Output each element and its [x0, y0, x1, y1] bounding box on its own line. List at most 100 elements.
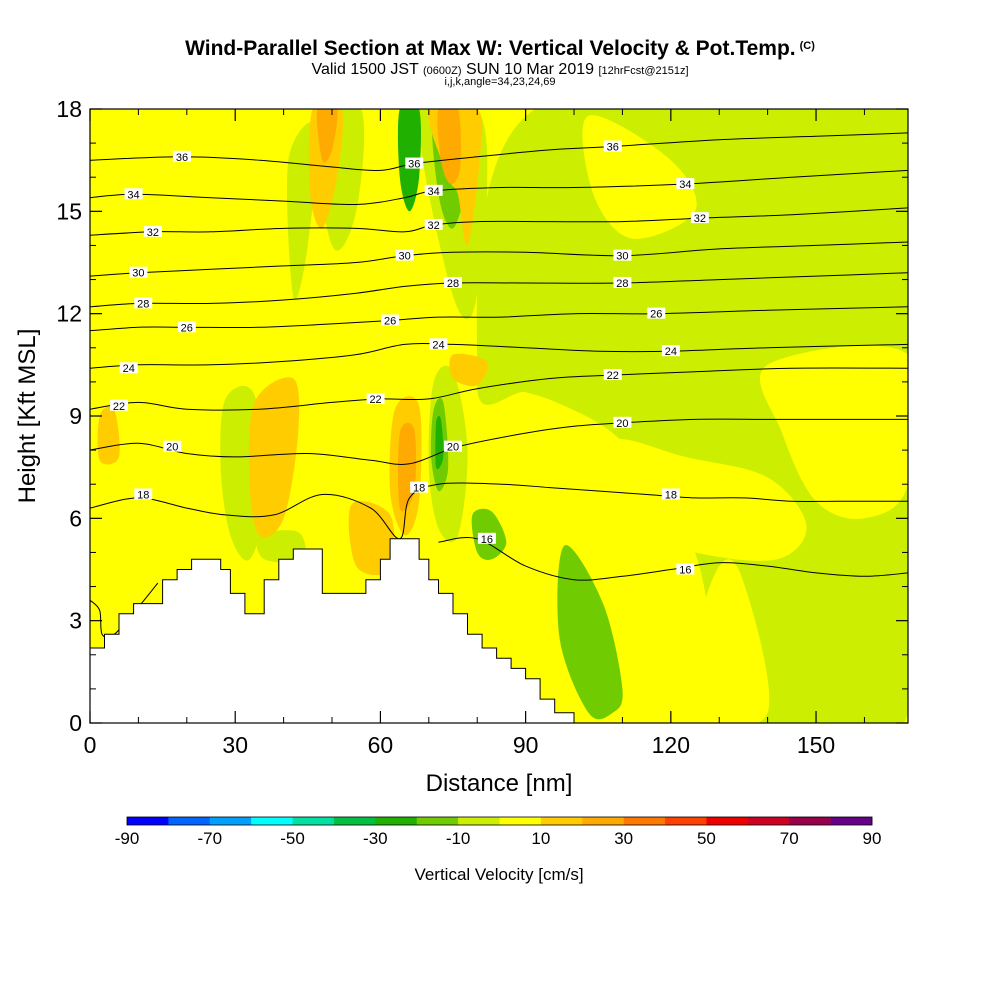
w-region-21	[248, 377, 300, 538]
colorbar-tick-label: 90	[863, 829, 882, 848]
colorbar-swatch	[747, 817, 790, 825]
x-tick-label: 90	[513, 732, 539, 758]
colorbar-swatch	[333, 817, 376, 825]
x-tick-label: 150	[797, 732, 835, 758]
colorbar-swatch	[209, 817, 252, 825]
x-axis-label: Distance [nm]	[426, 770, 573, 797]
colorbar-frame	[126, 816, 873, 826]
w-region-25	[97, 406, 120, 465]
theta-label-bg	[661, 488, 680, 500]
theta-label-bg	[381, 314, 400, 326]
theta-label-26: 26	[381, 314, 400, 327]
theta-label-bg	[603, 369, 622, 381]
theta-label-36: 36	[405, 157, 424, 171]
chart-title-mark: (C)	[799, 40, 815, 52]
theta-label-text: 28	[137, 298, 149, 310]
terrain-mask	[90, 538, 575, 723]
colorbar-tick-label: 50	[697, 829, 716, 848]
theta-label-text: 18	[665, 489, 677, 501]
theta-label-bg	[143, 225, 162, 237]
theta-label-text: 28	[616, 278, 628, 290]
theta-label-text: 26	[650, 309, 662, 321]
theta-label-32: 32	[424, 218, 443, 232]
w-region-4	[683, 559, 770, 723]
plot-area: 16 16 18 18 18 20 20 20 22 22 22 24 24 24 26 26 26 28 28 28…	[89, 108, 909, 724]
theta-label-text: 32	[147, 227, 159, 239]
theta-label-text: 20	[447, 442, 459, 454]
w-region-17	[308, 109, 344, 229]
theta-label-32: 32	[143, 225, 162, 239]
x-tick-label: 60	[368, 732, 394, 758]
colorbar-swatch	[623, 817, 666, 825]
colorbar-tick-label: 10	[531, 829, 550, 848]
colorbar-swatch	[127, 817, 169, 825]
colorbar-swatch	[582, 817, 624, 825]
chart-title: Wind-Parallel Section at Max W: Vertical…	[0, 37, 1000, 61]
theta-label-bg	[444, 276, 463, 288]
theta-label-text: 26	[384, 315, 396, 327]
theta-label-34: 34	[424, 184, 443, 198]
y-tick-label: 3	[69, 608, 82, 634]
theta-label-bg	[661, 345, 680, 357]
w-region-0	[476, 109, 908, 723]
valid-prefix: Valid 1500 JST	[311, 61, 419, 78]
theta-contour-18	[90, 482, 908, 540]
theta-label-text: 30	[398, 251, 410, 263]
colorbar: -90 -70 -50 -30 -10 10 30 50 70 90	[115, 816, 882, 848]
chart-title-main: Wind-Parallel Section at Max W: Vertical…	[185, 37, 796, 60]
theta-label-text: 22	[369, 394, 381, 406]
theta-contour-20	[90, 418, 908, 465]
theta-label-bg	[444, 440, 463, 452]
colorbar-swatch	[375, 817, 418, 825]
w-region-20	[437, 109, 462, 185]
y-axis-label: Height [Kft MSL]	[14, 329, 41, 504]
y-tick-label: 0	[69, 710, 82, 736]
grid-indices: i,j,k,angle=34,23,24,69	[444, 76, 556, 88]
theta-contour-30	[90, 241, 908, 277]
colorbar-swatch	[416, 817, 459, 825]
theta-label-text: 24	[432, 339, 444, 351]
theta-contour-labels: 16 16 18 18 18 20 20 20 22 22 22 24 24 24 26 26 26 28 28 28…	[110, 140, 709, 577]
theta-label-bg	[613, 276, 632, 288]
theta-label-24: 24	[661, 345, 680, 358]
theta-label-bg	[613, 249, 632, 261]
theta-label-text: 34	[428, 186, 440, 198]
theta-label-bg	[177, 321, 196, 333]
colorbar-swatch	[706, 817, 749, 825]
theta-label-36: 36	[172, 150, 191, 164]
theta-label-26: 26	[177, 321, 196, 334]
w-region-26	[449, 353, 488, 387]
theta-label-bg	[477, 532, 496, 544]
theta-contour-16	[438, 537, 908, 581]
w-region-18	[316, 109, 338, 163]
x-tick-label: 30	[222, 732, 248, 758]
w-region-24	[348, 501, 395, 576]
theta-label-text: 20	[616, 418, 628, 430]
theta-label-bg	[676, 563, 695, 575]
theta-label-text: 34	[679, 179, 691, 191]
theta-contour-32	[90, 207, 908, 236]
theta-label-30: 30	[395, 249, 414, 263]
theta-label-32: 32	[690, 212, 709, 225]
theta-label-bg	[110, 399, 129, 411]
theta-label-text: 28	[447, 278, 459, 290]
theta-label-bg	[613, 416, 632, 428]
colorbar-tick-label: -90	[115, 829, 140, 848]
theta-label-bg	[163, 440, 182, 452]
theta-label-18: 18	[661, 488, 680, 501]
y-tick-label: 6	[69, 505, 82, 531]
theta-label-text: 36	[176, 152, 188, 164]
y-tick-label: 15	[56, 198, 82, 224]
theta-label-text: 32	[694, 213, 706, 225]
theta-label-18: 18	[410, 481, 429, 495]
chart-subtitle: Valid 1500 JST (0600Z) SUN 10 Mar 2019 […	[0, 61, 1000, 79]
theta-label-text: 18	[413, 483, 425, 495]
colorbar-swatch	[168, 817, 211, 825]
theta-label-20: 20	[613, 416, 632, 430]
y-tick-label: 12	[56, 301, 82, 327]
colorbar-tick-label: 30	[614, 829, 633, 848]
theta-label-bg	[429, 338, 448, 350]
y-tick-label: 9	[69, 403, 82, 429]
theta-contour-36	[90, 132, 908, 171]
